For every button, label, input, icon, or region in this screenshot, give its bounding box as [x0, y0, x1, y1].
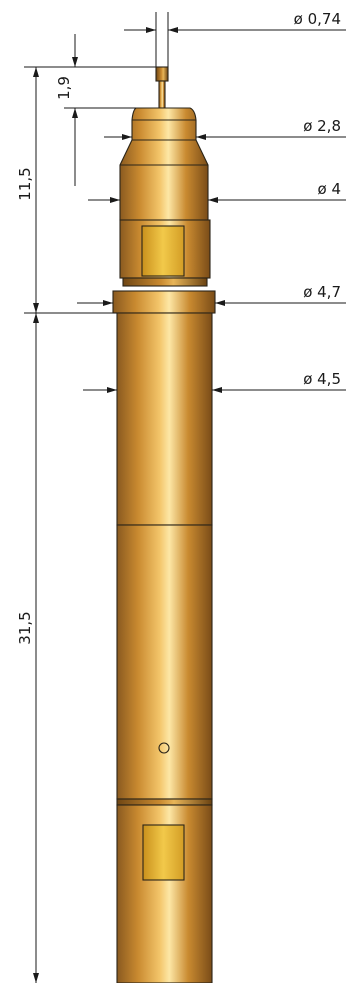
head-window: [141, 225, 185, 277]
label-len-body: 31,5: [16, 611, 34, 644]
label-d-neck: ø 2,8: [303, 117, 341, 135]
barrel-lower: [116, 524, 213, 800]
head-ring: [122, 277, 208, 287]
label-d-body: ø 4,5: [303, 370, 341, 388]
needle-tip: [155, 66, 169, 82]
label-d-head: ø 4: [318, 180, 342, 198]
label-d-collar: ø 4,7: [303, 283, 341, 301]
bottom-window: [142, 824, 185, 881]
needle-shaft: [158, 80, 166, 109]
barrel-upper: [116, 312, 213, 526]
vent-hole: [158, 742, 170, 754]
label-len-tip: 1,9: [55, 76, 73, 100]
probe-body: [112, 66, 216, 983]
label-d-tip: ø 0,74: [294, 10, 341, 28]
dimension-lines: [24, 12, 346, 983]
collar: [112, 290, 216, 314]
barrel-band: [116, 798, 213, 806]
probe-neck: [119, 107, 209, 221]
dimension-labels: ø 0,74 ø 2,8 ø 4 ø 4,7 ø 4,5 1,9 11,5 31…: [16, 10, 341, 645]
label-len-head: 11,5: [16, 167, 34, 200]
